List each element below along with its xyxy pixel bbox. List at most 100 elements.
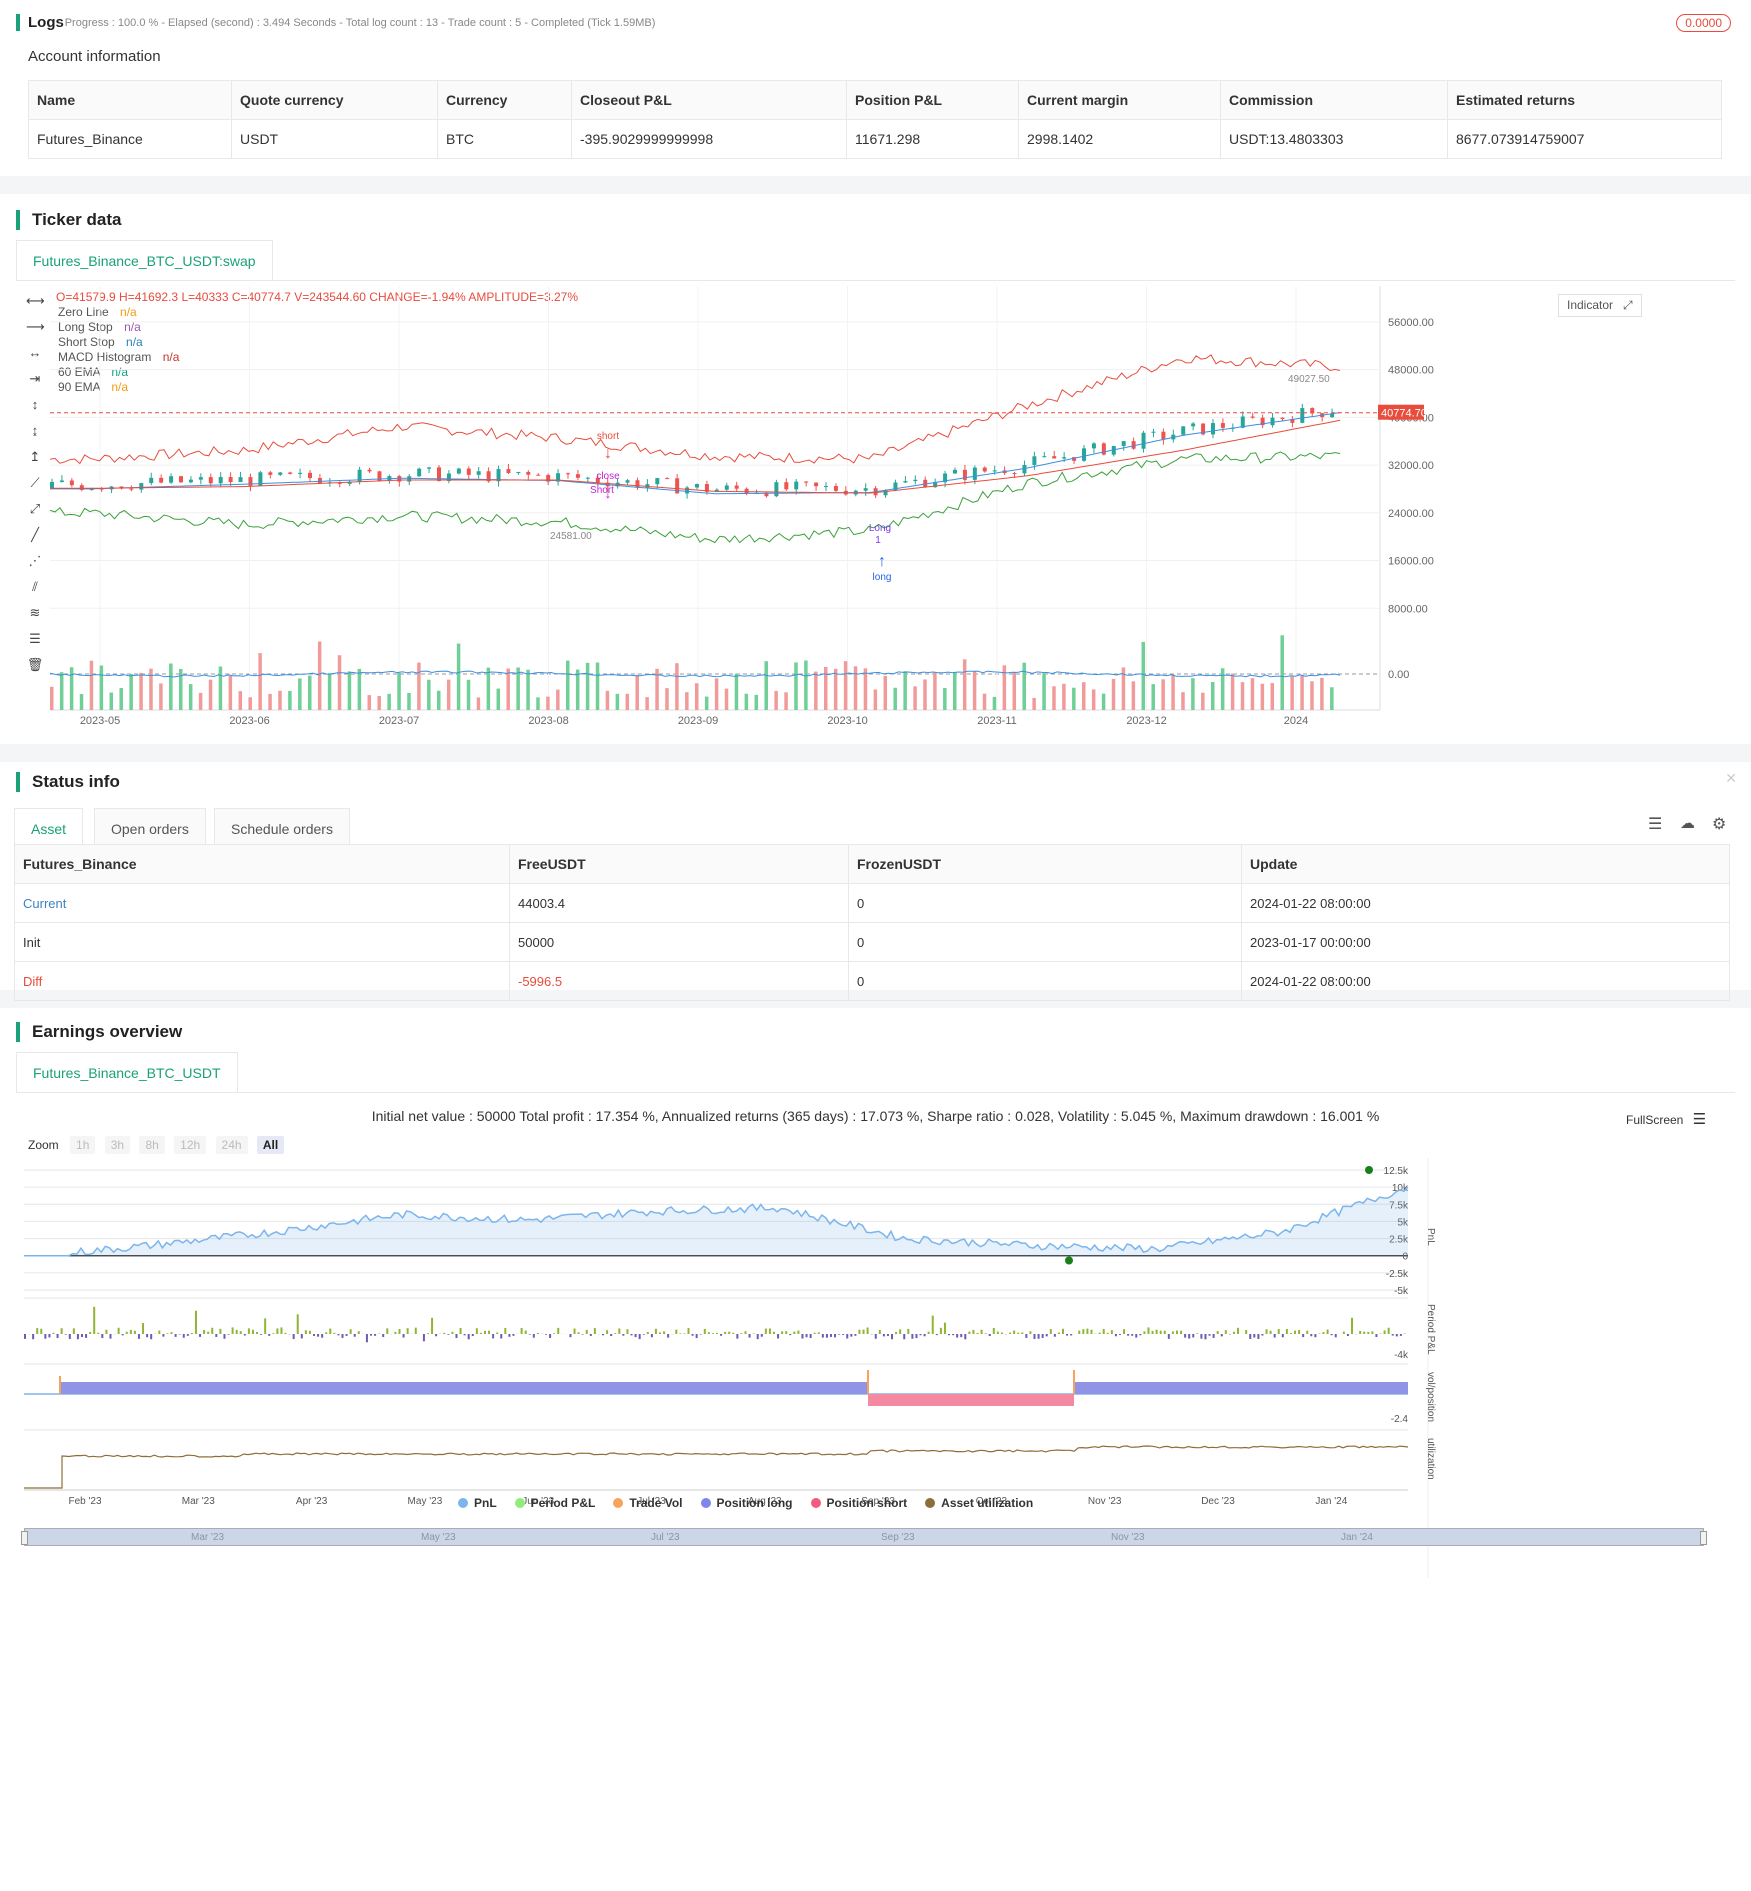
account-table: Name Quote currency Currency Closeout P&…	[28, 80, 1722, 159]
grid-tool-icon[interactable]: ☰	[29, 631, 41, 646]
tab-asset[interactable]: Asset	[14, 808, 84, 848]
table-cell: 0	[848, 922, 1242, 962]
tab-ticker-symbol[interactable]: Futures_Binance_BTC_USDT:swap	[16, 240, 273, 280]
horizontal-line-tool-icon[interactable]: ⟷	[26, 293, 45, 308]
legend-item[interactable]: Position long	[700, 1496, 793, 1510]
period-pnl-bar	[1171, 1331, 1174, 1334]
candle	[486, 471, 491, 482]
period-pnl-bar	[227, 1334, 230, 1335]
period-pnl-bar	[626, 1329, 629, 1334]
parallel-channel-tool-icon[interactable]: ⫽	[32, 579, 38, 594]
expand-icon[interactable]: ⤢	[1623, 298, 1633, 312]
period-pnl-bar	[313, 1334, 316, 1336]
period-pnl-bar	[846, 1334, 849, 1339]
period-pnl-bar	[260, 1334, 263, 1335]
candle	[516, 471, 521, 473]
period-pnl-bar	[1021, 1332, 1024, 1334]
segment-tool-icon[interactable]: ╱	[31, 527, 39, 542]
row-label-init: Init	[14, 922, 510, 962]
period-pnl-bar	[117, 1327, 120, 1334]
period-pnl-bar	[251, 1329, 254, 1334]
period-pnl-bar	[1180, 1330, 1183, 1334]
trash-icon[interactable]: 🗑	[26, 657, 44, 672]
period-pnl-bar	[488, 1330, 491, 1334]
volume-bar	[1111, 678, 1116, 710]
legend-item[interactable]: PnL	[458, 1496, 497, 1510]
candle	[526, 471, 531, 475]
menu-icon[interactable]: ☰	[1692, 1111, 1707, 1128]
tab-schedule-orders[interactable]: Schedule orders	[214, 808, 350, 848]
candle	[923, 479, 928, 488]
period-pnl-bar	[1261, 1334, 1264, 1336]
period-pnl-bar	[972, 1329, 975, 1334]
period-pnl-bar	[992, 1327, 995, 1334]
zoom-8h[interactable]: 8h	[139, 1136, 165, 1154]
legend-item[interactable]: Position short	[810, 1496, 908, 1510]
period-pnl-bar	[728, 1331, 731, 1334]
status-panel: Status info ✕ Asset Open orders Schedule…	[0, 762, 1751, 1001]
logs-panel: Logs - Progress : 100.0 % - Elapsed (sec…	[0, 0, 1751, 176]
cloud-download-icon[interactable]: ☁	[1680, 815, 1695, 832]
account-col: Closeout P&L	[571, 80, 847, 120]
period-pnl-bar	[524, 1330, 527, 1334]
navigator-handle-left[interactable]	[21, 1531, 28, 1545]
zoom-3h[interactable]: 3h	[104, 1136, 131, 1154]
navigator-handle-right[interactable]	[1700, 1531, 1707, 1545]
list-icon[interactable]: ☰	[1648, 816, 1663, 833]
volume-bar	[1240, 682, 1245, 710]
fibonacci-tool-icon[interactable]: ≋	[29, 605, 41, 620]
legend-item[interactable]: Trade Vol	[613, 1496, 683, 1510]
earnings-chart[interactable]: 12.5k 10k 7.5k 5k 2.5k 0 -2.5k -5k PnL -4k Period …	[0, 1158, 1751, 1858]
candlestick-chart[interactable]: 56000.0048000.0040000.0032000.0024000.00…	[50, 286, 1730, 736]
candle	[635, 480, 640, 488]
legend-item[interactable]: Asset utilization	[925, 1496, 1033, 1510]
zoom-12h[interactable]: 12h	[174, 1136, 207, 1154]
period-pnl-bar	[504, 1328, 507, 1334]
navigator[interactable]: Mar '23 May '23 Jul '23 Sep '23 Nov '23 Jan '…	[21, 1528, 1707, 1546]
candle	[1181, 426, 1186, 435]
period-pnl-bar	[577, 1332, 580, 1334]
vertical-segment-tool-icon[interactable]: ↨	[31, 423, 39, 438]
price-label-tool-icon[interactable]: ⋰	[28, 553, 42, 568]
tab-open-orders[interactable]: Open orders	[94, 808, 206, 848]
row-label-current[interactable]: Current	[14, 883, 510, 923]
zoom-24h[interactable]: 24h	[215, 1136, 248, 1154]
period-pnl-bar	[1220, 1334, 1223, 1337]
price-tick-label: 56000.00	[1388, 317, 1434, 329]
period-pnl-bar	[1334, 1334, 1337, 1338]
month-tick-label: Mar '23	[182, 1496, 215, 1507]
legend-item[interactable]: Period P&L	[514, 1496, 595, 1510]
table-cell: 2023-01-17 00:00:00	[1241, 922, 1730, 962]
period-pnl-bar	[569, 1334, 572, 1338]
legend-macd-histogram: MACD Histogram n/a	[58, 350, 179, 364]
period-pnl-bar	[549, 1334, 552, 1338]
period-pnl-bar	[44, 1334, 47, 1339]
close-icon[interactable]: ✕	[1725, 770, 1737, 786]
gear-icon[interactable]: ⚙	[1712, 816, 1727, 833]
ray-tool-icon[interactable]: ⇥	[29, 371, 41, 386]
candle	[1062, 457, 1067, 459]
zoom-1h[interactable]: 1h	[70, 1136, 96, 1154]
period-pnl-bar	[667, 1334, 670, 1338]
period-pnl-bar	[235, 1329, 238, 1334]
legend-label: Position short	[826, 1496, 908, 1510]
fullscreen-button[interactable]: FullScreen ☰	[1626, 1110, 1706, 1128]
volume-bar	[873, 689, 878, 710]
candle	[79, 485, 84, 490]
zoom-all[interactable]: All	[256, 1136, 285, 1154]
trend-line-tool-icon[interactable]: ⟋	[30, 475, 40, 490]
period-pnl-bar	[573, 1328, 576, 1334]
period-pnl-bar	[500, 1334, 503, 1339]
cross-line-tool-icon[interactable]: ↔	[28, 345, 42, 360]
candle	[833, 486, 838, 491]
ticker-panel: Ticker data Futures_Binance_BTC_USDT:swa…	[0, 194, 1751, 744]
vertical-ray-tool-icon[interactable]: ↥	[29, 449, 41, 464]
tab-earnings-symbol[interactable]: Futures_Binance_BTC_USDT	[16, 1052, 238, 1092]
trend-ray-tool-icon[interactable]: ⤢	[29, 501, 41, 516]
horizontal-ray-tool-icon[interactable]: ⟶	[26, 319, 45, 334]
period-pnl-bar	[137, 1334, 140, 1339]
candle	[149, 477, 154, 484]
vertical-line-tool-icon[interactable]: ↕	[31, 397, 39, 412]
indicator-button[interactable]: Indicator ⤢	[1558, 294, 1642, 317]
volume-bar	[1211, 682, 1215, 710]
